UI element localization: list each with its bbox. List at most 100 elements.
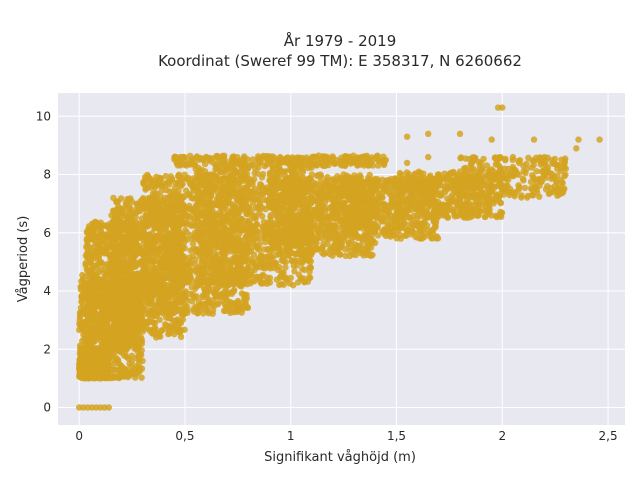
data-point	[176, 221, 183, 228]
data-point	[171, 326, 178, 334]
data-point	[299, 265, 306, 273]
data-point	[120, 315, 127, 322]
data-point	[95, 245, 102, 252]
data-point	[293, 262, 301, 269]
data-point	[237, 221, 244, 228]
chart-title-line1: År 1979 - 2019	[284, 31, 397, 50]
data-point	[96, 268, 104, 275]
data-point	[307, 264, 314, 272]
data-point	[165, 330, 172, 338]
data-point	[206, 247, 214, 254]
data-point	[216, 280, 224, 287]
data-point	[153, 233, 161, 240]
data-point	[267, 222, 274, 229]
data-point	[147, 297, 154, 305]
data-point	[167, 221, 175, 228]
data-point	[259, 264, 267, 272]
data-point	[157, 193, 164, 200]
data-point	[110, 276, 117, 283]
data-point	[161, 325, 168, 333]
data-point	[98, 305, 105, 312]
data-point	[307, 258, 314, 265]
data-point	[82, 260, 89, 267]
data-point	[86, 232, 93, 239]
data-point	[153, 215, 161, 222]
data-point	[86, 279, 94, 286]
data-point	[103, 364, 111, 371]
data-point	[238, 290, 246, 297]
data-point	[195, 195, 202, 202]
data-point	[217, 261, 224, 268]
data-point	[183, 219, 190, 226]
data-point	[156, 179, 163, 187]
data-point	[247, 248, 255, 255]
data-point	[126, 360, 133, 367]
data-point	[242, 297, 249, 305]
data-point	[99, 335, 106, 342]
data-point	[126, 314, 133, 322]
data-point	[154, 272, 161, 279]
data-point	[177, 333, 185, 341]
data-point	[132, 210, 139, 217]
data-point	[195, 303, 202, 310]
data-point	[241, 195, 248, 202]
data-point	[129, 299, 136, 306]
data-point	[267, 190, 274, 197]
data-point	[197, 171, 204, 178]
data-point	[163, 260, 171, 267]
data-point	[337, 251, 344, 258]
data-point	[121, 352, 128, 359]
data-point	[111, 262, 119, 269]
data-point	[257, 276, 264, 283]
data-point	[311, 206, 318, 214]
data-point	[178, 306, 185, 313]
data-point	[190, 293, 197, 300]
data-point	[271, 185, 278, 192]
data-point	[253, 212, 260, 219]
data-point	[161, 290, 168, 297]
data-point	[199, 278, 207, 285]
data-point	[195, 229, 202, 237]
data-point	[210, 215, 217, 223]
data-point	[239, 305, 247, 312]
data-point	[112, 374, 119, 381]
data-point	[108, 237, 115, 244]
data-point	[130, 228, 137, 235]
data-point	[221, 175, 228, 183]
data-point	[216, 271, 223, 278]
data-point	[231, 253, 238, 260]
data-point	[101, 273, 108, 280]
data-point	[193, 246, 200, 253]
data-point	[145, 238, 152, 245]
data-point	[201, 300, 209, 307]
data-point	[97, 228, 105, 235]
data-point	[119, 251, 127, 258]
data-point	[143, 222, 150, 230]
data-point	[115, 271, 123, 278]
data-point	[244, 183, 251, 190]
data-point	[305, 274, 313, 281]
data-point	[167, 208, 174, 215]
data-point	[233, 192, 240, 200]
data-point	[231, 308, 238, 316]
data-point	[275, 250, 283, 258]
data-point	[300, 193, 307, 201]
data-point	[282, 173, 289, 180]
data-point	[227, 279, 234, 286]
data-point	[213, 229, 220, 236]
data-point	[327, 245, 334, 253]
data-point	[281, 187, 289, 194]
data-point	[184, 212, 191, 219]
data-point	[266, 274, 274, 282]
data-point	[162, 172, 169, 180]
data-point	[233, 279, 240, 287]
data-point	[147, 283, 154, 291]
data-point	[246, 195, 254, 202]
data-point	[163, 200, 170, 207]
data-point	[176, 253, 183, 260]
data-point	[76, 326, 83, 334]
data-point	[266, 250, 273, 258]
data-point	[166, 178, 173, 185]
data-point	[302, 227, 309, 234]
